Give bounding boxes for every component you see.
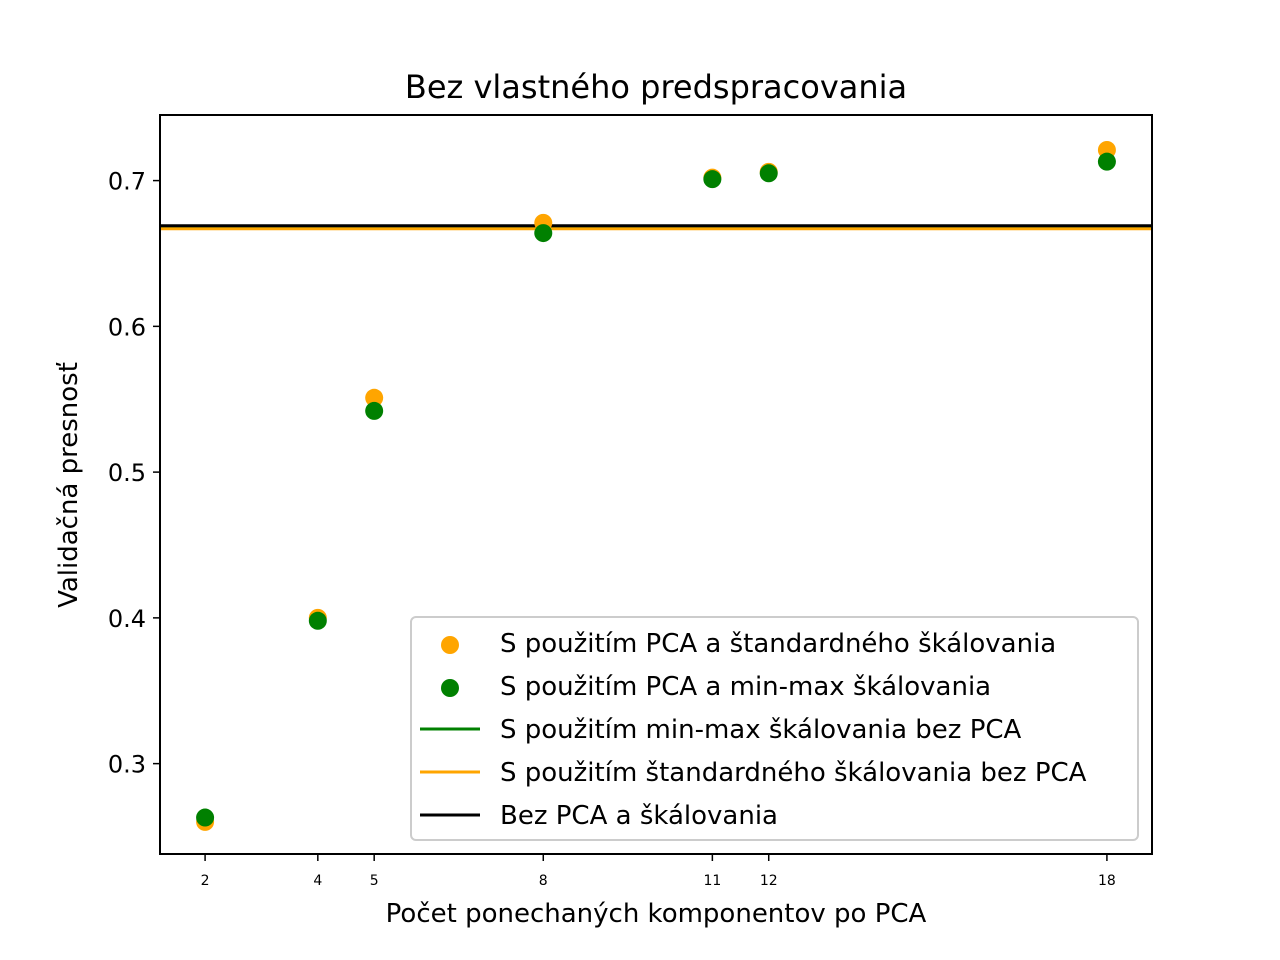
x-tick-label: 12 (760, 873, 778, 889)
legend-label: S použitím min-max škálovania bez PCA (500, 715, 1022, 745)
y-tick-label: 0.3 (108, 751, 146, 779)
series-1-point (196, 808, 215, 827)
series-1-point (365, 401, 384, 420)
series-0-point (365, 388, 384, 407)
legend-label: S použitím PCA a min-max škálovania (500, 672, 991, 702)
legend: S použitím PCA a štandardného škálovania… (410, 616, 1139, 841)
y-tick-label: 0.7 (108, 168, 146, 196)
x-axis-ticks: 2 4 5 8 11 12 18 (201, 854, 1116, 889)
x-tick-label: 4 (313, 873, 322, 889)
x-tick-label: 11 (703, 873, 721, 889)
plot-frame (159, 114, 1153, 855)
legend-marker (441, 679, 459, 697)
reference-lines (160, 224, 1152, 231)
y-tick-label: 0.5 (108, 459, 146, 487)
x-tick-label: 8 (539, 873, 548, 889)
chart-title: Bez vlastného predspracovania (405, 68, 907, 106)
series-1-point (308, 611, 327, 630)
y-tick-label: 0.6 (108, 313, 146, 341)
x-tick-label: 5 (370, 873, 379, 889)
legend-label: S použitím štandardného škálovania bez P… (500, 758, 1087, 788)
y-tick-label: 0.4 (108, 605, 146, 633)
x-tick-label: 18 (1098, 873, 1116, 889)
series-1-point (759, 164, 778, 183)
data-points (196, 140, 1116, 831)
y-axis-label: Validačná presnosť (54, 362, 84, 608)
legend-marker (441, 636, 459, 654)
x-axis-label: Počet ponechaných komponentov po PCA (386, 899, 927, 929)
legend-box (410, 616, 1139, 841)
series-1-point (1097, 152, 1116, 171)
series-1-point (703, 170, 722, 189)
legend-label: Bez PCA a škálovania (500, 801, 778, 831)
x-tick-label: 2 (201, 873, 210, 889)
legend-label: S použitím PCA a štandardného škálovania (500, 629, 1056, 659)
series-1-point (534, 224, 553, 243)
y-axis-ticks: 0.3 0.4 0.5 0.6 0.7 (108, 168, 160, 779)
